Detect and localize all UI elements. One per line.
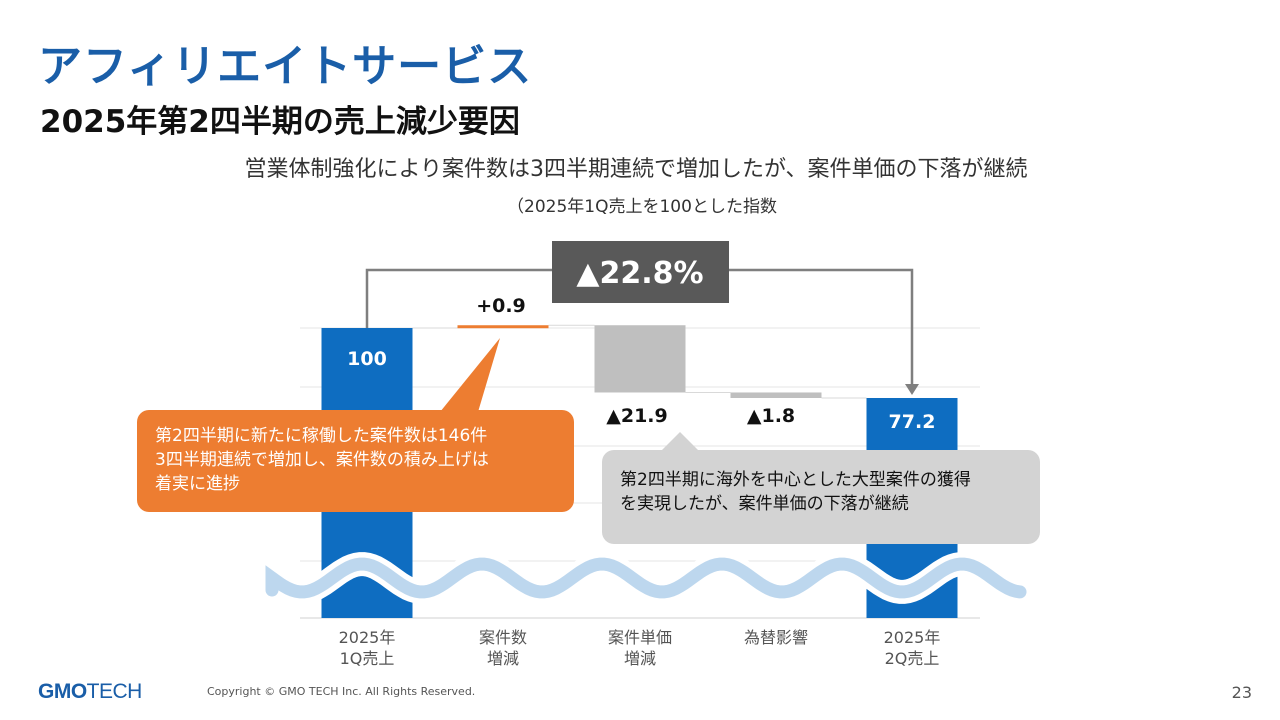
- logo-gmo: GMO: [38, 680, 87, 703]
- bar-decrease: [730, 392, 822, 398]
- category-label: 増減: [487, 649, 519, 668]
- callout-case-count-line: 第2四半期に新たに稼働した案件数は146件: [155, 426, 488, 446]
- headline-text: 営業体制強化により案件数は3四半期連続で増加したが、案件単価の下落が継続: [244, 157, 1028, 182]
- category-label: 為替影響: [744, 628, 808, 647]
- data-label: 100: [347, 348, 387, 370]
- callout-case-count-line: 着実に進捗: [155, 474, 240, 494]
- bar-decrease: [594, 325, 686, 393]
- company-logo: GMOTECH: [38, 680, 142, 704]
- slide-title: アフィリエイトサービス: [38, 41, 533, 92]
- category-label: 2025年: [884, 628, 941, 647]
- category-label: 増減: [624, 649, 656, 668]
- callout-pointer-orange: [440, 338, 500, 412]
- change-badge: [552, 241, 729, 303]
- data-label: 77.2: [889, 411, 936, 433]
- index-note: （2025年1Q売上を100とした指数: [507, 197, 777, 217]
- copyright-text: Copyright © GMO TECH Inc. All Rights Res…: [207, 685, 476, 698]
- callout-case-count-line: 3四半期連続で増加し、案件数の積み上げは: [155, 450, 489, 470]
- category-label: 2Q売上: [885, 649, 940, 668]
- data-label: ▲21.9: [606, 405, 668, 427]
- page-number: 23: [1231, 683, 1252, 702]
- callout-unit-price: 第2四半期に海外を中心とした大型案件の獲得 を実現したが、案件単価の下落が継続: [602, 450, 1040, 544]
- category-label: 案件単価: [608, 628, 672, 647]
- arrow-head-icon: [905, 384, 919, 395]
- data-label: ▲1.8: [747, 405, 795, 427]
- logo-tech: TECH: [86, 680, 143, 703]
- callout-case-count: 第2四半期に新たに稼働した案件数は146件 3四半期連続で増加し、案件数の積み上…: [137, 410, 574, 512]
- category-label: 案件数: [479, 628, 527, 647]
- callout-pointer-gray: [660, 432, 700, 452]
- callout-unit-price-line: 第2四半期に海外を中心とした大型案件の獲得: [620, 470, 971, 490]
- slide-subtitle: 2025年第2四半期の売上減少要因: [40, 104, 520, 140]
- category-label: 2025年: [339, 628, 396, 647]
- category-label: 1Q売上: [340, 649, 395, 668]
- bar-increase: [457, 325, 549, 329]
- callout-unit-price-line: を実現したが、案件単価の下落が継続: [620, 494, 909, 514]
- change-badge-label: ▲22.8%: [576, 256, 703, 291]
- data-label: +0.9: [476, 295, 526, 317]
- axis-break-wave: [265, 557, 1027, 599]
